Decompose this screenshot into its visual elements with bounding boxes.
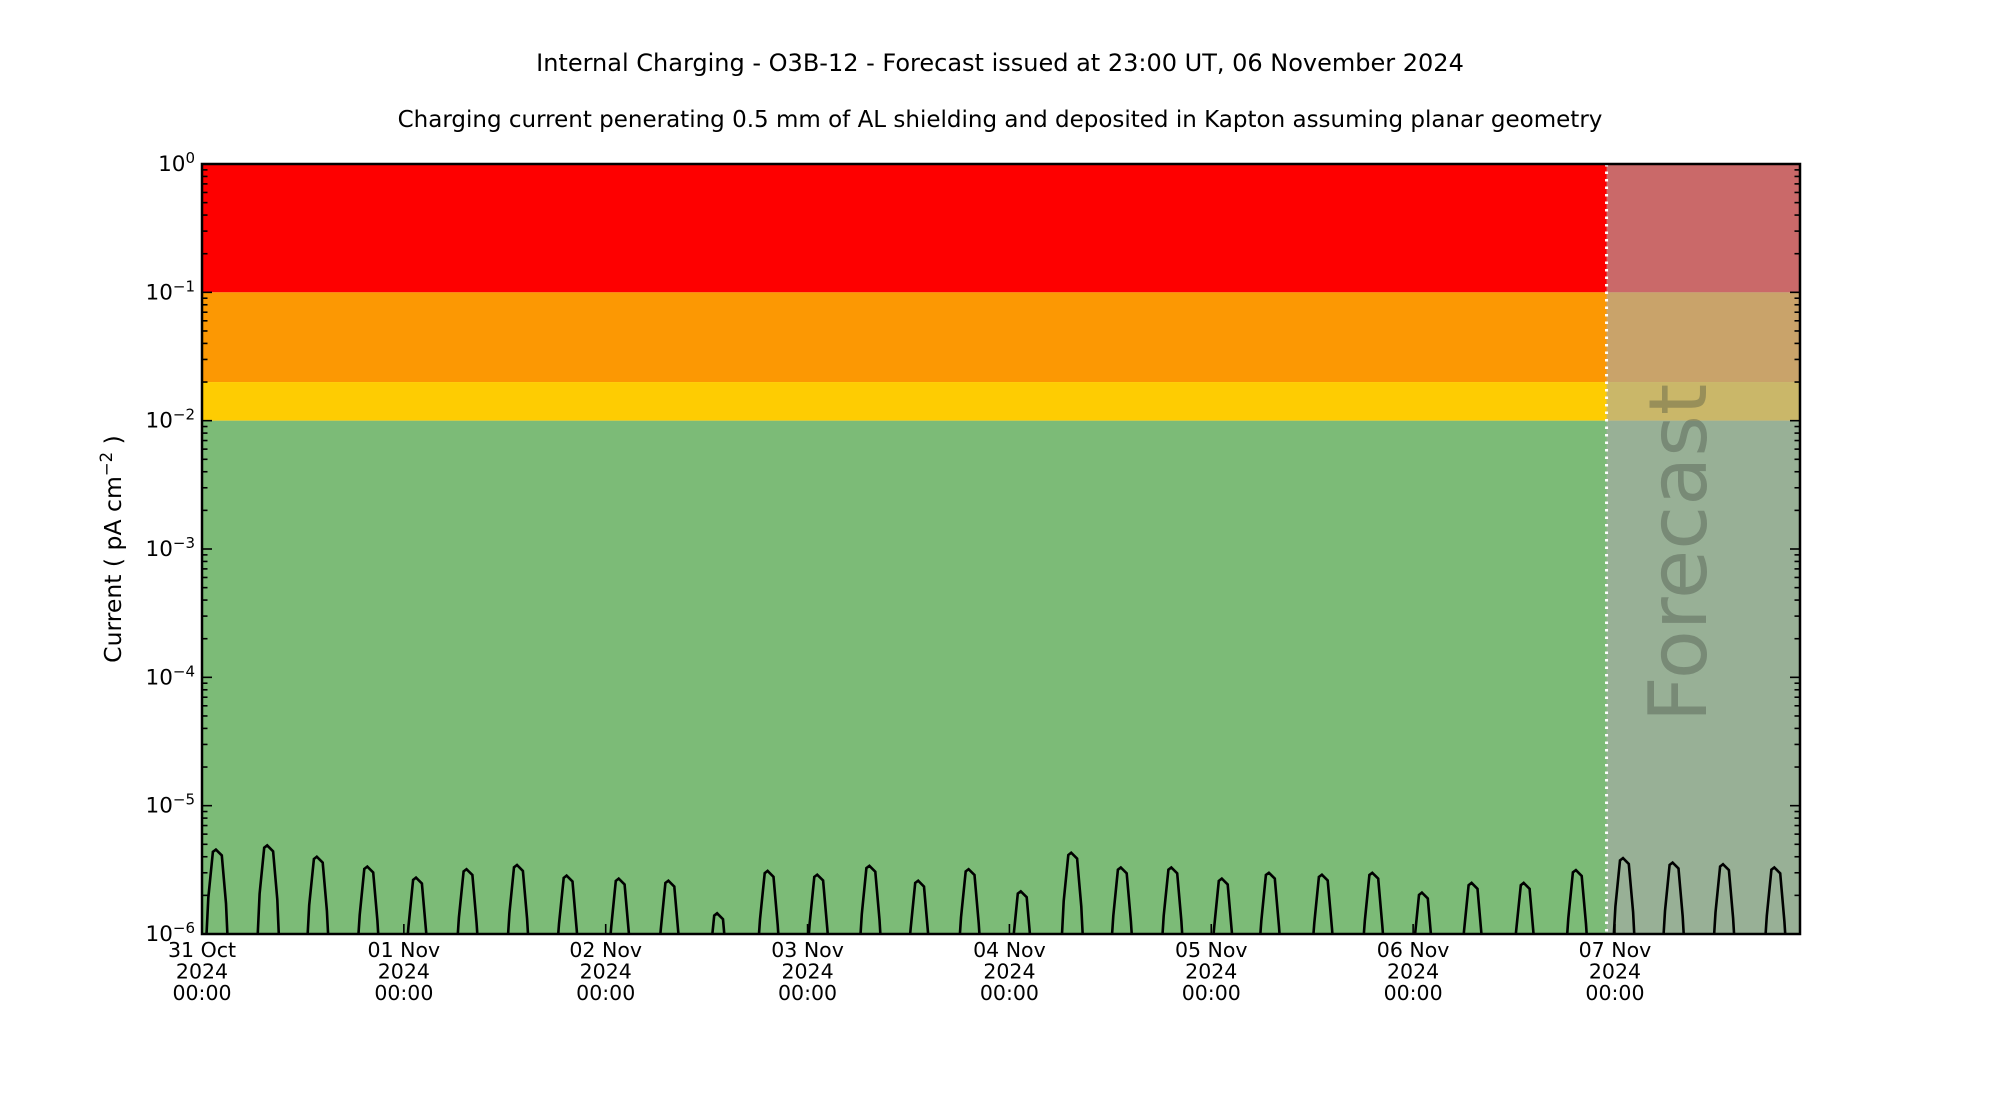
x-tick-label: 2024: [781, 960, 833, 984]
x-tick-label: 00:00: [1585, 981, 1644, 1005]
y-tick-label: 10−1: [146, 277, 195, 305]
y-tick-label: 10−5: [146, 791, 195, 819]
y-tick-label: 10−3: [146, 534, 195, 562]
x-tick-label: 00:00: [1384, 981, 1443, 1005]
x-tick-label: 04 Nov: [973, 938, 1046, 962]
x-tick-label: 00:00: [778, 981, 837, 1005]
x-tick-label: 2024: [1387, 960, 1439, 984]
x-tick-label: 2024: [580, 960, 632, 984]
y-tick-label: 10−6: [146, 919, 195, 947]
chart-subtitle: Charging current penerating 0.5 mm of AL…: [397, 107, 1603, 133]
charging-current-trace: [205, 843, 1787, 934]
band-nominal-green: [202, 420, 1800, 935]
x-tick-label: 2024: [983, 960, 1035, 984]
y-tick-label: 10−2: [146, 406, 195, 434]
x-tick-label: 2024: [1589, 960, 1641, 984]
x-tick-label: 07 Nov: [1579, 938, 1652, 962]
x-tick-label: 00:00: [1182, 981, 1241, 1005]
y-axis-tick-labels: 100 10−1 10−2 10−3 10−4 10−5 10−6: [146, 149, 195, 947]
x-tick-label: 31 Oct: [168, 938, 236, 962]
x-tick-label: 00:00: [172, 981, 231, 1005]
forecast-overlay: [1606, 164, 1800, 934]
x-tick-label: 06 Nov: [1377, 938, 1450, 962]
x-tick-label: 2024: [378, 960, 430, 984]
axis-ticks: [201, 163, 1799, 935]
band-caution-yellow: [202, 382, 1800, 421]
band-warning-orange: [202, 292, 1800, 383]
threshold-bands: [202, 164, 1800, 935]
x-tick-label: 01 Nov: [368, 938, 441, 962]
chart-title: Internal Charging - O3B-12 - Forecast is…: [536, 49, 1464, 77]
y-tick-label: 10−4: [146, 662, 195, 690]
x-tick-label: 03 Nov: [771, 938, 844, 962]
x-tick-label: 2024: [176, 960, 228, 984]
x-tick-label: 00:00: [980, 981, 1039, 1005]
y-tick-label: 100: [158, 149, 195, 177]
band-alert-red: [202, 164, 1800, 293]
x-tick-label: 00:00: [374, 981, 433, 1005]
y-axis-label: Current ( pA cm−2 ): [97, 435, 127, 663]
forecast-watermark-label: Forecast: [1632, 384, 1725, 723]
plot-frame: [200, 162, 1802, 936]
x-tick-label: 02 Nov: [569, 938, 642, 962]
x-tick-label: 05 Nov: [1175, 938, 1248, 962]
series-group: [205, 843, 1787, 934]
x-tick-label: 2024: [1185, 960, 1237, 984]
x-tick-label: 00:00: [576, 981, 635, 1005]
